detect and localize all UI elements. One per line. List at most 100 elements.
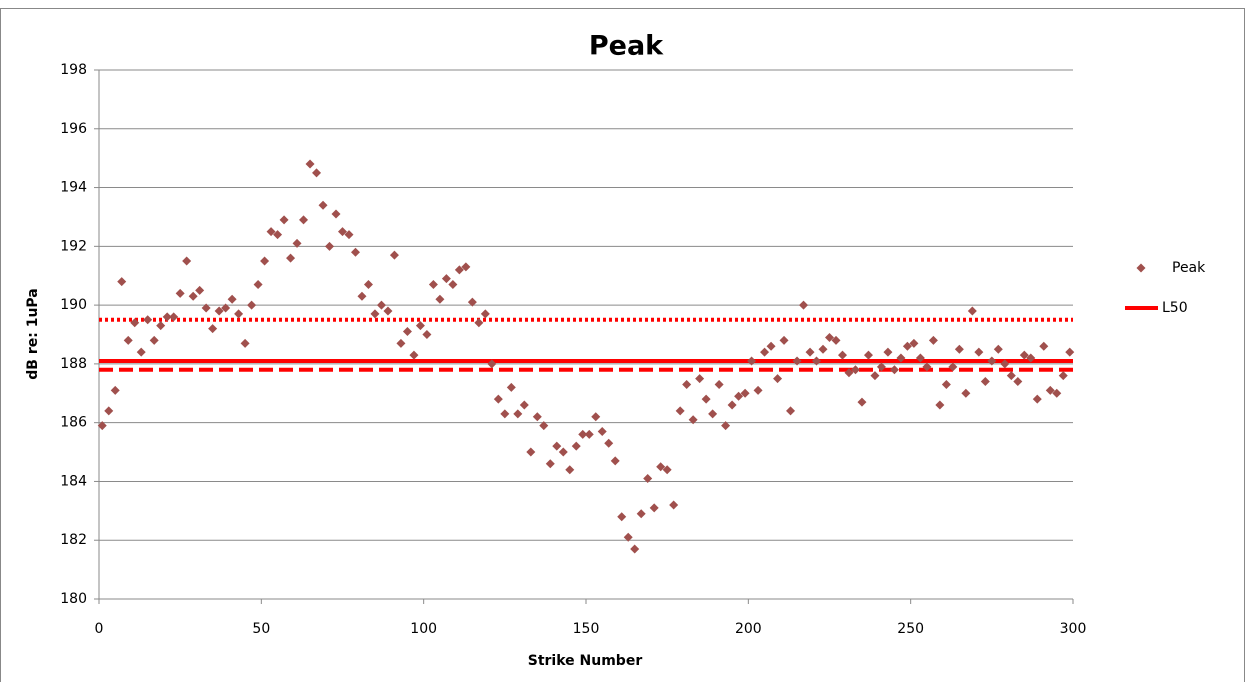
point xyxy=(227,294,237,304)
point xyxy=(954,344,964,354)
point xyxy=(363,280,373,290)
point xyxy=(714,379,724,389)
point xyxy=(993,344,1003,354)
point xyxy=(97,421,107,431)
point xyxy=(701,394,711,404)
point xyxy=(909,338,919,348)
point xyxy=(1000,359,1010,369)
point xyxy=(532,412,542,422)
point xyxy=(1039,341,1049,351)
point xyxy=(526,447,536,457)
point xyxy=(857,397,867,407)
y-tick-label: 196 xyxy=(60,121,87,137)
x-tick-label: 300 xyxy=(1060,621,1087,637)
point xyxy=(630,544,640,554)
y-tick-label: 180 xyxy=(60,591,87,607)
point xyxy=(208,324,218,334)
point xyxy=(915,353,925,363)
legend-label: L50 xyxy=(1162,300,1188,316)
point xyxy=(435,294,445,304)
point xyxy=(539,421,549,431)
point xyxy=(980,377,990,387)
point xyxy=(1026,353,1036,363)
point xyxy=(708,409,718,419)
point xyxy=(182,256,192,266)
point xyxy=(935,400,945,410)
point xyxy=(201,303,211,313)
point xyxy=(1006,371,1016,381)
point xyxy=(156,321,166,331)
point xyxy=(889,365,899,375)
point xyxy=(117,277,127,287)
point xyxy=(844,368,854,378)
point xyxy=(513,409,523,419)
point xyxy=(402,327,412,337)
point xyxy=(325,241,335,251)
point xyxy=(260,256,270,266)
chart-border xyxy=(0,8,1245,682)
point xyxy=(480,309,490,319)
point xyxy=(130,318,140,328)
point xyxy=(1032,394,1042,404)
point xyxy=(617,512,627,522)
point xyxy=(143,315,153,325)
point xyxy=(474,318,484,328)
point xyxy=(662,465,672,475)
point xyxy=(331,209,341,219)
point xyxy=(565,465,575,475)
point xyxy=(175,288,185,298)
point xyxy=(578,429,588,439)
point xyxy=(623,532,633,542)
point xyxy=(338,227,347,237)
point xyxy=(292,238,302,248)
point xyxy=(350,247,360,257)
x-tick-label: 50 xyxy=(252,621,270,637)
point xyxy=(1065,347,1075,357)
point xyxy=(396,338,406,348)
point xyxy=(188,291,198,301)
point xyxy=(902,341,912,351)
point xyxy=(279,215,289,225)
point xyxy=(234,309,244,319)
point xyxy=(584,429,594,439)
point xyxy=(1013,377,1023,387)
point xyxy=(169,312,179,322)
point xyxy=(506,382,516,392)
point xyxy=(837,350,847,360)
point xyxy=(799,300,809,310)
point xyxy=(695,374,705,384)
point xyxy=(428,280,438,290)
y-tick-label: 194 xyxy=(60,180,87,196)
point xyxy=(974,347,984,357)
point xyxy=(441,274,451,284)
point xyxy=(305,159,315,169)
point xyxy=(760,347,770,357)
point xyxy=(591,412,601,422)
point xyxy=(734,391,744,401)
point xyxy=(656,462,666,472)
y-tick-label: 186 xyxy=(60,415,87,431)
point xyxy=(928,335,938,345)
point xyxy=(214,306,224,316)
point xyxy=(422,330,432,339)
point xyxy=(1052,388,1062,398)
point xyxy=(467,297,477,307)
y-tick-label: 190 xyxy=(60,297,87,313)
point xyxy=(643,474,653,484)
y-tick-label: 182 xyxy=(60,532,87,548)
point xyxy=(649,503,659,513)
point xyxy=(987,356,997,366)
point xyxy=(286,253,296,263)
point xyxy=(487,359,497,369)
point xyxy=(247,300,257,310)
x-axis-label: Strike Number xyxy=(528,653,643,669)
y-axis-label: dB re: 1uPa xyxy=(25,288,41,379)
point xyxy=(1058,371,1068,381)
x-tick-label: 150 xyxy=(573,621,600,637)
point xyxy=(389,250,399,260)
point xyxy=(240,338,250,348)
point xyxy=(273,230,283,240)
point xyxy=(604,438,614,448)
y-tick-label: 192 xyxy=(60,238,87,254)
point xyxy=(162,312,172,322)
